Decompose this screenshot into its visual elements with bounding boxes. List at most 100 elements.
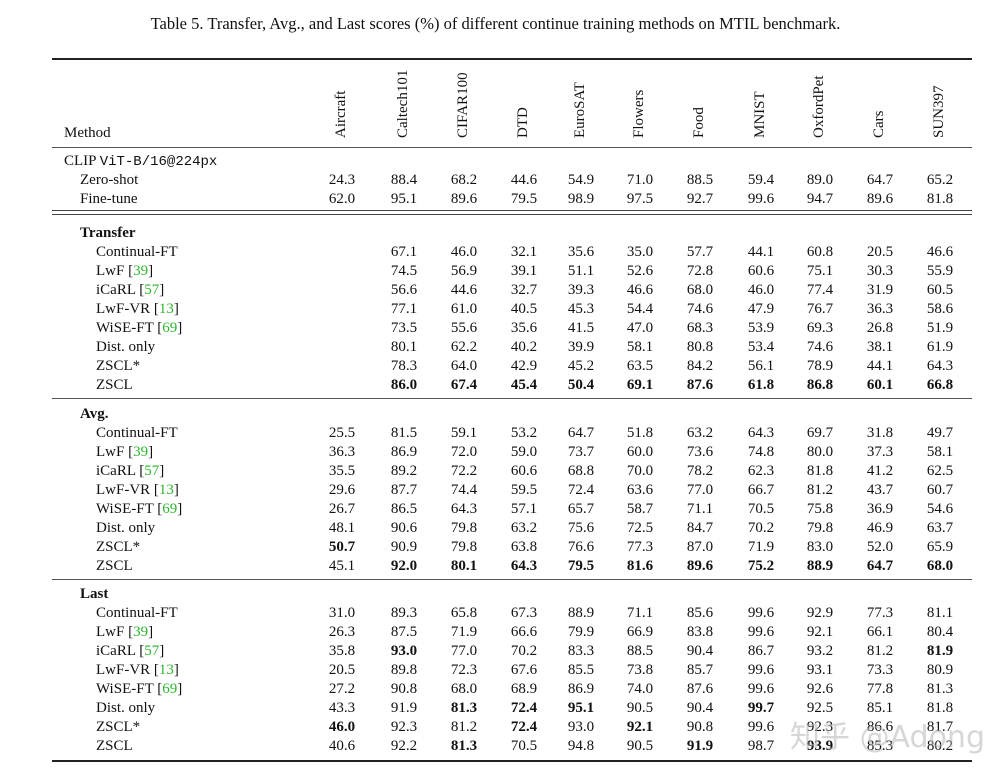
column-header-caltech101: Caltech101 <box>395 69 411 138</box>
method-label: ZSCL* <box>96 358 141 374</box>
method-label: WiSE-FT <box>96 501 154 517</box>
table-cell: 51.8 <box>626 425 654 441</box>
table-cell: 71.1 <box>686 501 714 517</box>
table-cell: 97.5 <box>626 191 654 207</box>
table-cell: 79.5 <box>567 558 595 574</box>
table-cell: 46.6 <box>626 282 654 298</box>
row-method-name: ZSCL <box>96 376 133 395</box>
table-cell: 69.7 <box>806 425 834 441</box>
table-cell: 45.3 <box>567 301 595 317</box>
row-method-name: ZSCL* <box>96 357 140 376</box>
column-header-mnist: MNIST <box>752 91 768 138</box>
table-cell: 74.5 <box>390 263 418 279</box>
table-cell: 72.8 <box>686 263 714 279</box>
table-cell: 64.7 <box>567 425 595 441</box>
table-cell: 72.0 <box>450 444 478 460</box>
table-cell: 66.1 <box>866 624 894 640</box>
table-cell: 71.0 <box>626 172 654 188</box>
method-label: LwF <box>96 444 125 460</box>
table-cell: 63.2 <box>686 425 714 441</box>
citation-link[interactable]: 57 <box>144 282 160 298</box>
table-cell: 79.8 <box>806 520 834 536</box>
citation-link[interactable]: 13 <box>158 482 174 498</box>
method-label: Continual-FT <box>96 244 178 260</box>
citation-link[interactable]: 69 <box>162 681 178 697</box>
table-cell: 56.1 <box>747 358 775 374</box>
table-cell: 43.3 <box>328 700 356 716</box>
table-cell: 59.0 <box>510 444 538 460</box>
table-cell: 70.0 <box>626 463 654 479</box>
citation-link[interactable]: 57 <box>144 643 160 659</box>
table-cell: 62.3 <box>747 463 775 479</box>
table-cell: 73.7 <box>567 444 595 460</box>
table-cell: 77.4 <box>806 282 834 298</box>
table-cell: 56.9 <box>450 263 478 279</box>
citation-link[interactable]: 13 <box>158 301 174 317</box>
table-cell: 99.6 <box>747 662 775 678</box>
table-cell: 77.1 <box>390 301 418 317</box>
table-cell: 46.0 <box>747 282 775 298</box>
citation-link[interactable]: 57 <box>144 463 160 479</box>
column-header-eurosat: EuroSAT <box>572 82 588 138</box>
method-label: LwF <box>96 263 125 279</box>
table-cell: 39.3 <box>567 282 595 298</box>
table-cell: 74.6 <box>806 339 834 355</box>
table-cell: 65.9 <box>926 539 954 555</box>
table-cell: 85.1 <box>866 700 894 716</box>
table-cell: 81.5 <box>390 425 418 441</box>
table-cell: 51.1 <box>567 263 595 279</box>
table-cell: 90.6 <box>390 520 418 536</box>
table-cell: 72.3 <box>450 662 478 678</box>
table-cell: 78.2 <box>686 463 714 479</box>
row-method-name: LwF-VR [13] <box>96 301 179 317</box>
table-cell: 93.0 <box>390 643 418 659</box>
clip-double-rule-1 <box>52 210 972 211</box>
table-cell: 92.1 <box>806 624 834 640</box>
method-label: Continual-FT <box>96 605 178 621</box>
table-cell: 99.6 <box>747 191 775 207</box>
citation-link[interactable]: 39 <box>133 624 149 640</box>
row-method-name: LwF-VR [13] <box>96 482 179 498</box>
method-label: iCaRL <box>96 282 136 298</box>
table-cell: 77.0 <box>686 482 714 498</box>
table-cell: 81.3 <box>450 700 478 716</box>
citation-link[interactable]: 39 <box>133 444 149 460</box>
citation-link[interactable]: 13 <box>158 662 174 678</box>
table-cell: 58.7 <box>626 501 654 517</box>
table-cell: 92.3 <box>806 719 834 735</box>
table-cell: 64.0 <box>450 358 478 374</box>
table-cell: 90.5 <box>626 738 654 754</box>
table-cell: 83.0 <box>806 539 834 555</box>
table-cell: 68.9 <box>510 681 538 697</box>
table-cell: 52.6 <box>626 263 654 279</box>
table-cell: 31.0 <box>328 605 356 621</box>
method-header: Method <box>64 125 111 141</box>
table-cell: 54.6 <box>926 501 954 517</box>
table-cell: 73.3 <box>866 662 894 678</box>
citation-link[interactable]: 39 <box>133 263 149 279</box>
table-cell: 59.1 <box>450 425 478 441</box>
table-cell: 75.6 <box>567 520 595 536</box>
table-cell: 44.6 <box>510 172 538 188</box>
citation-link[interactable]: 69 <box>162 501 178 517</box>
table-cell: 81.7 <box>926 719 954 735</box>
row-method-name: Dist. only <box>96 338 155 357</box>
table-cell: 86.7 <box>747 643 775 659</box>
table-cell: 64.3 <box>747 425 775 441</box>
table-cell: 77.3 <box>866 605 894 621</box>
method-label: WiSE-FT <box>96 320 154 336</box>
table-cell: 20.5 <box>328 662 356 678</box>
table-cell: 35.6 <box>567 244 595 260</box>
table-cell: 50.7 <box>328 539 356 555</box>
table-cell: 59.4 <box>747 172 775 188</box>
table-cell: 32.1 <box>510 244 538 260</box>
table-cell: 60.5 <box>926 282 954 298</box>
table-cell: 61.0 <box>450 301 478 317</box>
table-cell: 66.6 <box>510 624 538 640</box>
table-cell: 64.3 <box>510 558 538 574</box>
citation-link[interactable]: 69 <box>162 320 178 336</box>
table-cell: 65.8 <box>450 605 478 621</box>
column-header-oxfordpet: OxfordPet <box>811 75 827 139</box>
column-header-food: Food <box>691 107 707 138</box>
row-method-name: iCaRL [57] <box>96 463 165 479</box>
